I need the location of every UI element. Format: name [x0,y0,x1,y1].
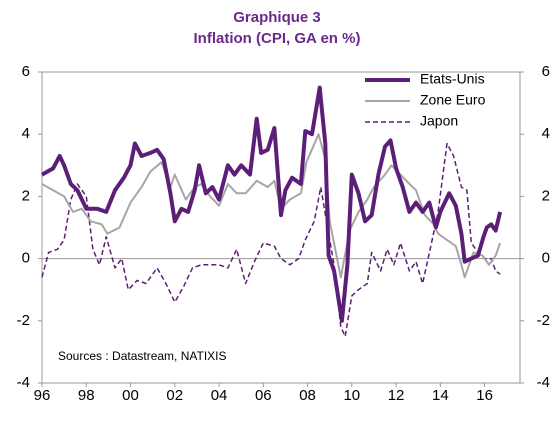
y-tick-label: 2 [22,187,30,204]
legend-label: Japon [420,113,458,129]
series-line [41,85,503,323]
y2-tick-label: 2 [542,187,550,204]
legend-label: Etats-Unis [420,71,485,87]
chart-subtitle: Inflation (CPI, GA en %) [194,30,361,47]
legend-label: Zone Euro [420,92,486,108]
y-tick-label: 0 [22,250,30,267]
y-tick-label: 6 [22,63,30,80]
x-tick-label: 10 [343,387,360,404]
source-note: Sources : Datastream, NATIXIS [58,349,227,363]
x-tick-label: 02 [166,387,183,404]
series-line [41,142,501,338]
y2-tick-label: 4 [542,125,550,142]
y2-tick-label: -2 [537,312,550,329]
x-tick-label: 96 [34,387,51,404]
y-tick-label: -2 [17,312,30,329]
x-tick-label: 00 [122,387,139,404]
y-tick-label: -4 [17,374,30,391]
chart-title: Graphique 3 [233,9,321,26]
x-tick-label: 16 [476,387,493,404]
x-tick-label: 08 [299,387,316,404]
x-tick-label: 12 [388,387,405,404]
plot-frame [41,71,521,384]
y2-tick-label: 0 [542,250,550,267]
x-tick-label: 06 [255,387,272,404]
y2-tick-label: 6 [542,63,550,80]
y-tick-label: 4 [22,125,30,142]
x-tick-label: 04 [211,387,228,404]
y2-tick-label: -4 [537,374,550,391]
series-line [41,133,502,279]
x-tick-label: 14 [432,387,449,404]
x-tick-label: 98 [78,387,95,404]
